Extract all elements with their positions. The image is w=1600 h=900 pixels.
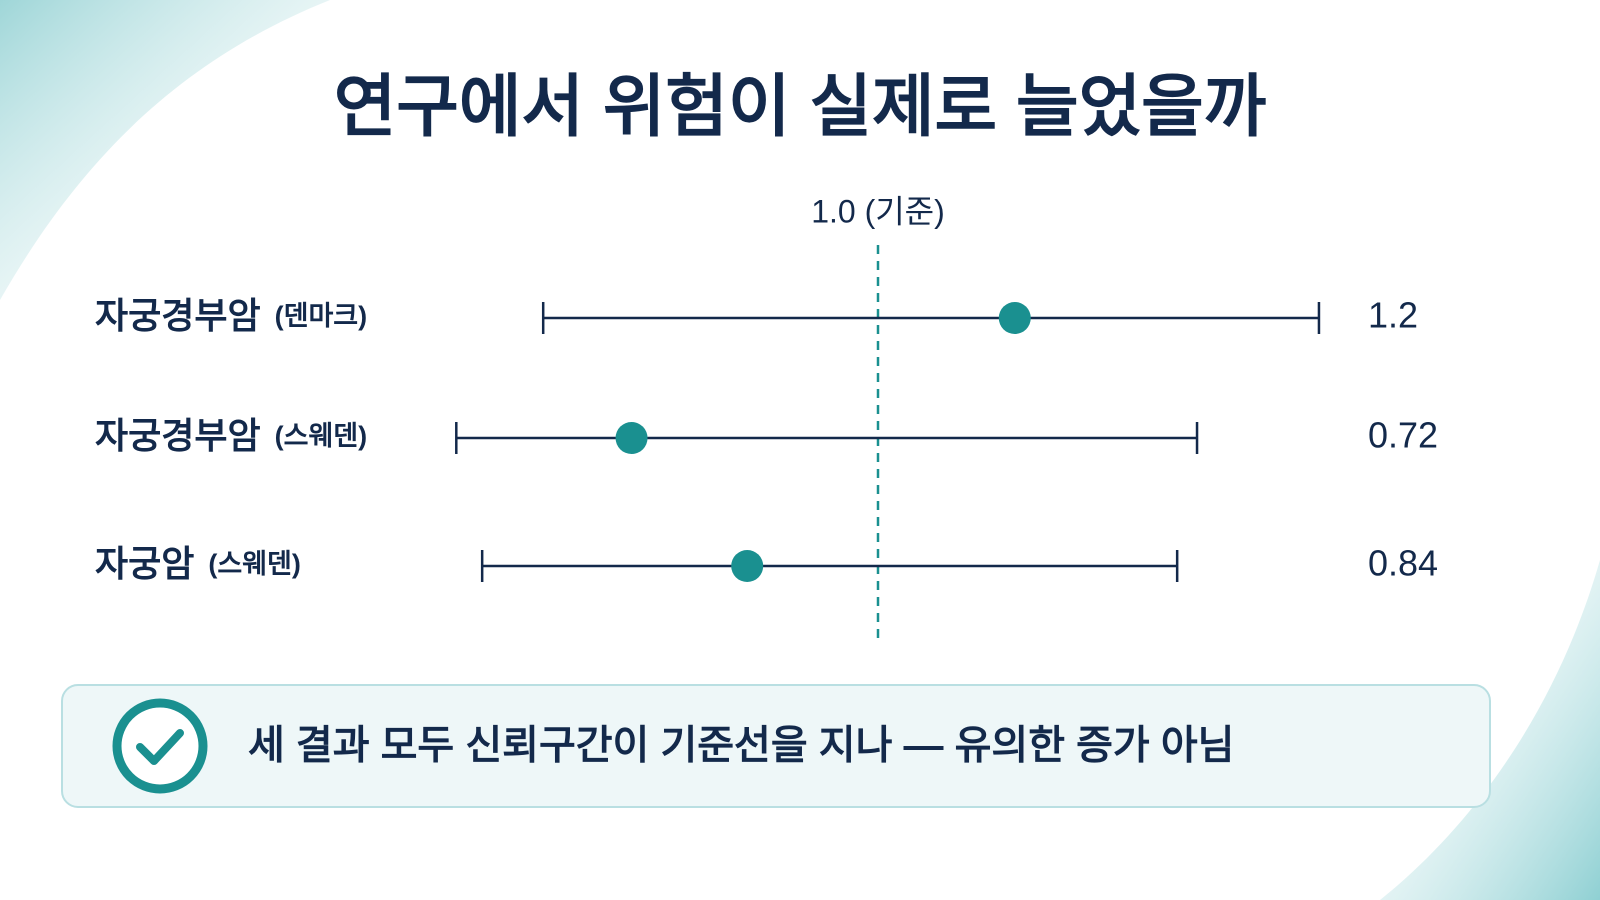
note-box [61,684,1491,808]
reference-label: 1.0 (기준) [811,193,945,229]
value-label: 0.72 [1368,415,1438,456]
row-label-main: 자궁경부암 [95,415,261,456]
row-label-sub: (덴마크) [275,301,368,331]
row-label-sub: (스웨덴) [208,549,301,579]
row-label-main: 자궁경부암 [95,295,261,336]
check-icon [112,698,208,794]
value-label: 1.2 [1368,295,1418,336]
point [998,302,1031,334]
row-label: 자궁경부암 (덴마크) [95,295,367,336]
row-label: 자궁암 (스웨덴) [95,543,301,584]
point [731,550,764,582]
chart-title: 연구에서 위험이 실제로 늘었을까 [334,69,1267,145]
background-shape [1380,560,1600,900]
check-mark [136,729,184,765]
row-label-sub: (스웨덴) [275,421,368,451]
note: 세 결과 모두 신뢰구간이 기준선을 지나 — 유의한 증가 아님 [248,724,1234,768]
row-label-main: 자궁암 [95,543,194,584]
row-label: 자궁경부암 (스웨덴) [95,415,367,456]
value-label: 0.84 [1368,543,1438,584]
point [615,422,648,454]
background-shape [0,0,330,300]
